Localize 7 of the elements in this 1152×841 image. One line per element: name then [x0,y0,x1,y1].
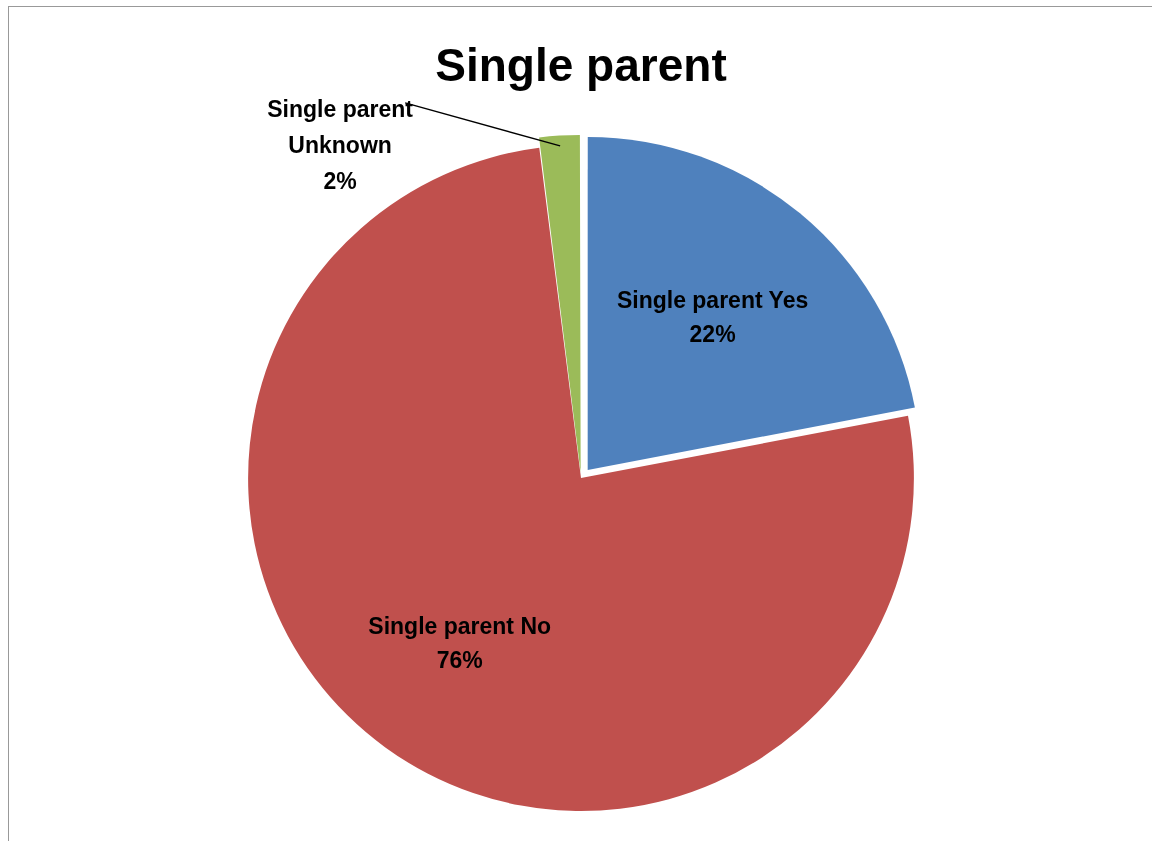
data-label: 2% [323,168,357,195]
data-label: 22% [689,321,736,348]
chart-title: Single parent [435,39,727,92]
data-label: 76% [436,647,483,674]
slice-label: Single parent Unknown [267,96,414,159]
slice-label: Single parent No [368,613,552,640]
slice-label: Single parent Yes [616,287,809,314]
